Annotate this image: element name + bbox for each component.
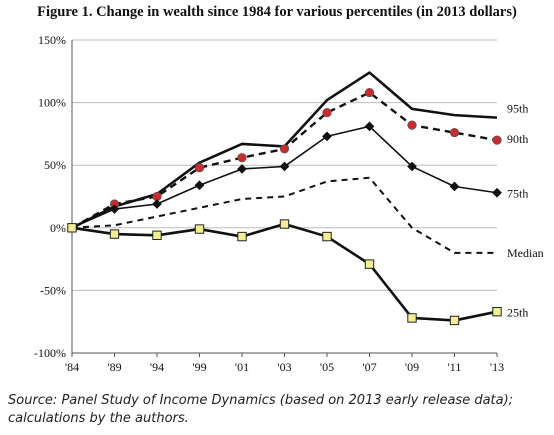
- point-25th: [109, 229, 120, 239]
- series-label-75th: 75th: [507, 187, 528, 201]
- x-tick-label: '11: [448, 360, 462, 374]
- series-line-median: [71, 176, 497, 254]
- x-tick-label: '13: [490, 360, 504, 374]
- x-tick-label: '03: [277, 360, 291, 374]
- point-25th: [67, 223, 77, 233]
- x-tick-label: '09: [405, 360, 419, 374]
- point-25th: [279, 219, 290, 229]
- point-90th: [194, 163, 205, 173]
- source-note: Source: Panel Study of Income Dynamics (…: [8, 393, 514, 426]
- y-tick-label: 0%: [50, 221, 66, 235]
- point-75th: [237, 164, 247, 174]
- x-tick-label: '99: [192, 360, 206, 374]
- point-25th: [194, 224, 205, 234]
- point-25th: [237, 231, 247, 242]
- y-tick-label: 100%: [38, 96, 66, 110]
- y-tick-label: 50%: [44, 158, 66, 172]
- x-tick-label: '05: [320, 360, 334, 374]
- point-90th: [237, 153, 247, 163]
- point-25th: [322, 231, 332, 242]
- point-75th: [152, 199, 162, 209]
- x-tick-label: '89: [107, 360, 121, 374]
- x-tick-label: '01: [235, 360, 249, 374]
- point-75th: [449, 181, 460, 192]
- series-label-25th: 25th: [507, 306, 528, 320]
- point-75th: [279, 161, 290, 172]
- series-label-90th: 90th: [507, 132, 528, 146]
- y-tick-label: -100%: [34, 346, 66, 360]
- point-90th: [279, 144, 290, 154]
- point-90th: [322, 108, 332, 118]
- point-75th: [194, 180, 205, 191]
- chart-title: Figure 1. Change in wealth since 1984 fo…: [37, 4, 517, 20]
- point-75th: [364, 121, 375, 132]
- x-tick-label: '07: [362, 360, 376, 374]
- point-90th: [449, 128, 460, 138]
- series-line-75th: [71, 125, 498, 229]
- point-25th: [364, 259, 375, 269]
- series-label-median: Median: [507, 246, 544, 260]
- point-25th: [449, 315, 460, 326]
- point-75th: [109, 204, 120, 214]
- y-tick-label: -50%: [40, 283, 66, 297]
- point-25th: [492, 306, 502, 317]
- point-75th: [492, 187, 502, 198]
- point-75th: [322, 131, 332, 142]
- point-90th: [407, 120, 417, 130]
- y-tick-label: 150%: [38, 33, 66, 47]
- x-tick-label: '94: [150, 360, 164, 374]
- series-line-25th: [71, 222, 498, 322]
- point-75th: [407, 161, 417, 172]
- point-25th: [407, 313, 417, 323]
- point-90th: [364, 87, 375, 98]
- series-label-95th: 95th: [507, 102, 528, 116]
- point-90th: [492, 135, 502, 145]
- x-tick-label: '84: [65, 360, 79, 374]
- point-25th: [152, 230, 162, 241]
